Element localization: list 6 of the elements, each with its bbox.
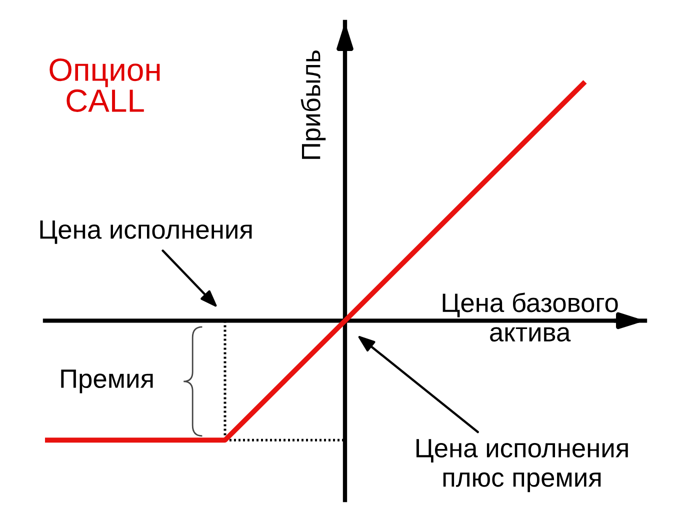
y-axis-title: Прибыль: [300, 50, 326, 159]
chart-title: Опцион CALL: [50, 58, 160, 112]
x-axis-title: Цена базового актива: [442, 292, 618, 342]
annotation: Цена исполнения плюс премия: [416, 439, 628, 492]
annotation: Цена исполнения: [40, 220, 252, 244]
annotation: Премия: [61, 370, 153, 394]
